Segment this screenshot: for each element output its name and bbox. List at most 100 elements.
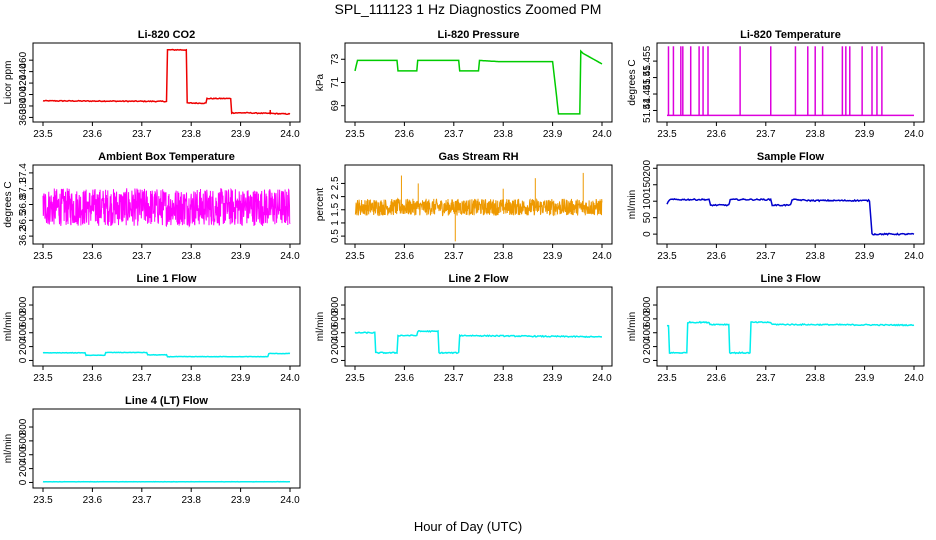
x-tick-label: 23.5 bbox=[345, 129, 365, 140]
y-tick-label: 51.445 bbox=[642, 78, 653, 109]
x-tick-label: 23.9 bbox=[231, 251, 251, 262]
y-tick-label: 36.2 bbox=[18, 226, 29, 246]
x-tick-label: 23.9 bbox=[231, 129, 251, 140]
x-tick-label: 23.7 bbox=[756, 251, 776, 262]
y-tick-label: 600 bbox=[18, 432, 29, 449]
y-tick-label: 73 bbox=[330, 53, 341, 65]
x-tick-label: 23.7 bbox=[756, 373, 776, 384]
x-tick-label: 23.5 bbox=[33, 251, 53, 262]
x-tick-label: 24.0 bbox=[904, 373, 924, 384]
y-tick-label: 800 bbox=[330, 296, 341, 313]
x-tick-label: 23.8 bbox=[181, 373, 201, 384]
y-tick-label: 37.1 bbox=[18, 179, 29, 199]
x-tick-label: 24.0 bbox=[280, 495, 300, 506]
x-tick-label: 23.7 bbox=[444, 373, 464, 384]
x-tick-label: 23.6 bbox=[83, 495, 103, 506]
plot-frame bbox=[656, 42, 925, 123]
y-axis-label: Licor ppm bbox=[3, 61, 14, 105]
x-tick-label: 23.8 bbox=[493, 373, 513, 384]
series-line bbox=[42, 351, 291, 358]
y-tick-label: 0 bbox=[642, 231, 653, 237]
y-axis-label: ml/min bbox=[627, 190, 638, 219]
x-tick-label: 23.7 bbox=[132, 251, 152, 262]
y-tick-label: 51.44 bbox=[642, 98, 653, 123]
panel-title: Li-820 Temperature bbox=[740, 29, 841, 41]
x-tick-label: 24.0 bbox=[280, 129, 300, 140]
y-axis-label: ml/min bbox=[3, 312, 14, 341]
x-tick-label: 23.8 bbox=[493, 251, 513, 262]
y-tick-label: 0 bbox=[330, 357, 341, 363]
series-line bbox=[354, 49, 603, 115]
y-tick-label: 37.4 bbox=[18, 163, 29, 183]
panel-title: Li-820 CO2 bbox=[138, 29, 195, 41]
series-line bbox=[666, 320, 915, 355]
x-tick-label: 23.7 bbox=[132, 129, 152, 140]
x-tick-label: 23.8 bbox=[181, 495, 201, 506]
panel-title: Gas Stream RH bbox=[438, 151, 518, 163]
y-tick-label: 440 bbox=[18, 63, 29, 80]
y-tick-label: 150 bbox=[642, 176, 653, 193]
x-tick-label: 23.7 bbox=[444, 251, 464, 262]
y-tick-label: 0.5 bbox=[330, 229, 341, 243]
y-tick-label: 1 bbox=[330, 220, 341, 226]
y-tick-label: 400 bbox=[18, 324, 29, 341]
y-tick-label: 460 bbox=[18, 51, 29, 68]
panel-title: Ambient Box Temperature bbox=[98, 151, 235, 163]
panel-4: Ambient Box Temperature degrees C 36.236.5… bbox=[3, 151, 301, 262]
y-tick-label: 400 bbox=[18, 446, 29, 463]
x-tick-label: 23.9 bbox=[855, 373, 875, 384]
series-line bbox=[354, 329, 602, 355]
y-tick-label: 380 bbox=[18, 97, 29, 114]
y-tick-label: 0 bbox=[18, 479, 29, 485]
x-axis-label: Hour of Day (UTC) bbox=[414, 519, 522, 534]
plot-frame bbox=[32, 42, 301, 123]
series-line bbox=[42, 48, 291, 116]
y-axis-label: ml/min bbox=[315, 312, 326, 341]
panel-title: Line 3 Flow bbox=[761, 273, 821, 285]
x-tick-label: 23.6 bbox=[395, 129, 415, 140]
x-tick-label: 23.5 bbox=[345, 373, 365, 384]
x-tick-label: 23.6 bbox=[707, 373, 727, 384]
y-tick-label: 400 bbox=[330, 324, 341, 341]
x-tick-label: 23.5 bbox=[345, 251, 365, 262]
y-axis-label: ml/min bbox=[627, 312, 638, 341]
panel-title: Sample Flow bbox=[757, 151, 825, 163]
x-tick-label: 23.8 bbox=[805, 373, 825, 384]
x-tick-label: 23.8 bbox=[805, 251, 825, 262]
x-tick-label: 23.5 bbox=[657, 251, 677, 262]
x-tick-label: 23.5 bbox=[657, 373, 677, 384]
y-tick-label: 360 bbox=[18, 109, 29, 126]
y-tick-label: 71 bbox=[330, 77, 341, 89]
figure-title: SPL_111123 1 Hz Diagnostics Zoomed PM bbox=[335, 1, 602, 17]
y-tick-label: 200 bbox=[18, 460, 29, 477]
panel-5: Gas Stream RH percent 0.5 1 1.5 2 2.5 23.5 23.6 2… bbox=[315, 151, 613, 262]
plot-frame bbox=[344, 164, 613, 245]
series-line bbox=[354, 197, 603, 217]
x-tick-label: 23.7 bbox=[132, 495, 152, 506]
x-tick-label: 23.5 bbox=[33, 373, 53, 384]
x-tick-label: 23.9 bbox=[543, 251, 563, 262]
y-tick-label: 200 bbox=[642, 338, 653, 355]
x-tick-label: 23.8 bbox=[181, 251, 201, 262]
x-tick-label: 23.9 bbox=[543, 373, 563, 384]
y-tick-label: 36.5 bbox=[18, 210, 29, 230]
x-tick-label: 23.5 bbox=[657, 129, 677, 140]
x-tick-label: 23.6 bbox=[83, 373, 103, 384]
series-line bbox=[42, 187, 291, 228]
y-tick-label: 36.8 bbox=[18, 194, 29, 214]
x-tick-label: 23.6 bbox=[395, 251, 415, 262]
x-tick-label: 23.6 bbox=[83, 129, 103, 140]
x-tick-label: 23.9 bbox=[855, 129, 875, 140]
y-tick-label: 400 bbox=[18, 86, 29, 103]
x-tick-label: 23.6 bbox=[707, 251, 727, 262]
x-tick-label: 23.8 bbox=[181, 129, 201, 140]
x-tick-label: 24.0 bbox=[904, 129, 924, 140]
y-axis-label: percent bbox=[315, 188, 326, 222]
x-tick-label: 23.8 bbox=[493, 129, 513, 140]
y-tick-label: 2.5 bbox=[330, 176, 341, 190]
